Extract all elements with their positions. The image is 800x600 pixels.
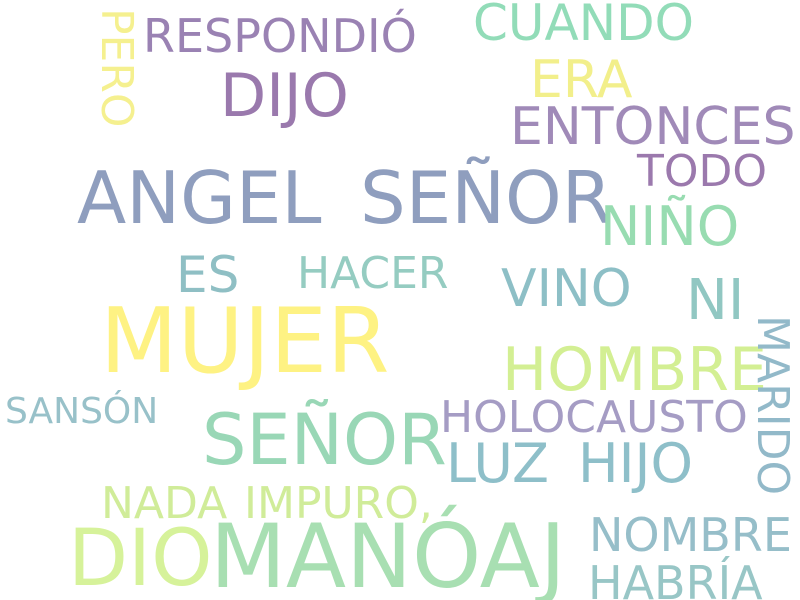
- word-luz: LUZ: [446, 432, 549, 495]
- word-vino: VINO: [501, 259, 632, 319]
- word-entonces: ENTONCES: [510, 97, 796, 157]
- word-sanson: SANSÓN: [5, 391, 159, 432]
- word-nombre: NOMBRE: [589, 508, 792, 562]
- word-nada: NADA: [101, 478, 228, 529]
- word-pero: PERO: [91, 8, 142, 128]
- word-habria: HABRÍA: [588, 556, 763, 600]
- word-impuro: IMPURO,: [244, 478, 433, 529]
- word-es: ES: [176, 246, 240, 304]
- word-hacer: HACER: [297, 248, 449, 299]
- word-holocausto: HOLOCAUSTO: [440, 392, 748, 443]
- word-mujer: MUJER: [100, 289, 390, 394]
- word-nino: NIÑO: [600, 195, 740, 258]
- word-era: ERA: [530, 50, 633, 110]
- word-hijo: HIJO: [578, 432, 693, 495]
- word-hombre: HOMBRE: [502, 335, 767, 405]
- word-ni: NI: [686, 268, 745, 333]
- word-marido: MARIDO: [747, 315, 798, 496]
- word-todo: TODO: [637, 146, 768, 197]
- word-senor-mid: SEÑOR: [202, 399, 447, 481]
- word-respondio: RESPONDIÓ: [143, 9, 417, 63]
- word-dio: DIO: [68, 514, 213, 600]
- word-dijo: DIJO: [220, 61, 349, 131]
- word-senor-large: SEÑOR: [360, 156, 612, 240]
- word-cuando: CUANDO: [473, 0, 694, 52]
- word-angel: ANGEL: [77, 156, 322, 240]
- word-manoaj: MANÓAJ: [210, 505, 566, 600]
